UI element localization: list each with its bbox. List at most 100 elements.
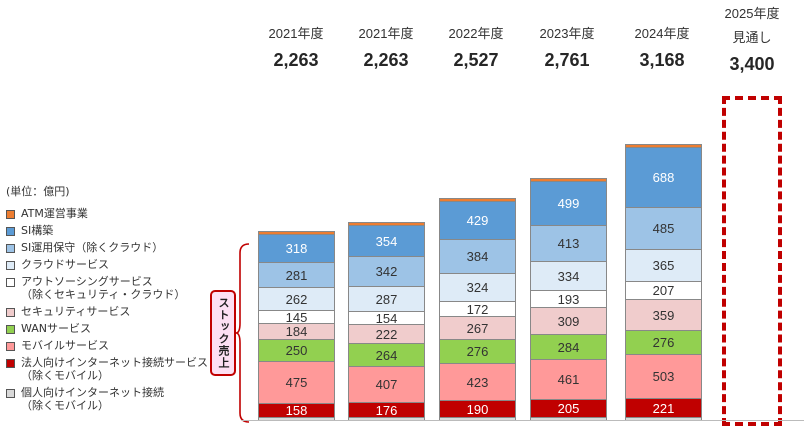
- bar-segment: 284: [531, 334, 606, 359]
- year-header: 2022年度 2,527: [431, 25, 521, 72]
- year-label: 2021年度: [268, 26, 324, 41]
- bar-segment: 342: [349, 256, 424, 286]
- bar-segment: 688: [626, 147, 701, 207]
- legend-label: セキュリティサービス: [21, 305, 131, 318]
- legend-item: 個人向けインターネット接続 （除くモバイル）: [6, 386, 208, 412]
- bar-segment: 276: [626, 330, 701, 354]
- year-label: 2022年度: [448, 26, 504, 41]
- legend-item: アウトソーシングサービス （除くセキュリティ・クラウド）: [6, 275, 208, 301]
- legend-label: SI運用保守（除くクラウド）: [21, 241, 164, 254]
- year-header: 2021年度 2,263: [341, 25, 431, 72]
- bar-segment: 281: [259, 262, 334, 287]
- bar-segment: [349, 417, 424, 420]
- legend-swatch-icon: [6, 210, 15, 219]
- bar-segment: 222: [349, 324, 424, 343]
- legend: ATM運営事業 SI構築 SI運用保守（除くクラウド） クラウドサービスアウトソーシン…: [6, 207, 208, 416]
- legend-item: ATM運営事業: [6, 207, 208, 220]
- legend-swatch-icon: [6, 389, 15, 398]
- year-label: 2021年度: [358, 26, 414, 41]
- legend-item: SI構築: [6, 224, 208, 237]
- bar-segment: 207: [626, 281, 701, 299]
- stacked-bar: 205 461 284 309 193 334 413 499: [530, 178, 607, 420]
- legend-swatch-icon: [6, 325, 15, 334]
- year-header: 2024年度 3,168: [617, 25, 707, 72]
- year-total: 2,263: [363, 50, 409, 70]
- bar-segment: 359: [626, 299, 701, 330]
- year-total: 2,263: [273, 50, 319, 70]
- bar-segment: 262: [259, 287, 334, 310]
- bar-segment: 193: [531, 290, 606, 307]
- forecast-2025-box: [722, 96, 782, 426]
- year-label: 2025年度: [724, 6, 780, 21]
- bar-segment: 423: [440, 363, 515, 400]
- stock-brace-icon: [236, 243, 250, 423]
- bar-segment: 267: [440, 316, 515, 339]
- legend-label: モバイルサービス: [21, 339, 109, 352]
- forecast-label: 見通し: [732, 30, 772, 45]
- legend-swatch-icon: [6, 308, 15, 317]
- bar-segment: 485: [626, 207, 701, 249]
- bar-segment: 154: [349, 311, 424, 325]
- bar-segment: 365: [626, 249, 701, 281]
- unit-label: (単位：億円): [6, 185, 70, 198]
- bar-segment: 324: [440, 273, 515, 301]
- bar-segment: 250: [259, 339, 334, 361]
- bar-segment: 334: [531, 261, 606, 290]
- bar-segment: 190: [440, 400, 515, 417]
- legend-label: 個人向けインターネット接続 （除くモバイル）: [21, 386, 164, 412]
- stacked-bar: 158 475 250 184 145 262 281 318: [258, 231, 335, 420]
- legend-item: 法人向けインターネット接続サービス （除くモバイル）: [6, 356, 208, 382]
- stacked-bar: 221 503 276 359 207 365 485 688: [625, 144, 702, 420]
- year-total: 2,527: [453, 50, 499, 70]
- year-label: 2024年度: [634, 26, 690, 41]
- year-header: 2025年度 見通し 3,400: [707, 5, 797, 76]
- bar-segment: [626, 417, 701, 420]
- bar-segment: [259, 231, 334, 234]
- stacked-bar: 190 423 276 267 172 324 384 429: [439, 198, 516, 420]
- legend-label: SI構築: [21, 224, 54, 237]
- legend-swatch-icon: [6, 244, 15, 253]
- bar-segment: [626, 144, 701, 147]
- bar-segment: 429: [440, 201, 515, 239]
- year-total: 3,168: [639, 50, 685, 70]
- legend-item: WANサービス: [6, 322, 208, 335]
- bar-segment: [349, 222, 424, 225]
- bar-segment: 309: [531, 307, 606, 334]
- bar-segment: 276: [440, 339, 515, 363]
- year-total: 2,761: [544, 50, 590, 70]
- bar-segment: 413: [531, 225, 606, 261]
- year-label: 2023年度: [539, 26, 595, 41]
- legend-swatch-icon: [6, 359, 15, 368]
- legend-label: 法人向けインターネット接続サービス （除くモバイル）: [21, 356, 208, 382]
- legend-item: SI運用保守（除くクラウド）: [6, 241, 208, 254]
- legend-swatch-icon: [6, 261, 15, 270]
- stacked-bar: 176 407 264 222 154 287 342 354: [348, 222, 425, 420]
- bar-segment: [531, 178, 606, 181]
- year-header: 2023年度 2,761: [522, 25, 612, 72]
- bar-segment: 407: [349, 366, 424, 402]
- legend-swatch-icon: [6, 342, 15, 351]
- stock-sales-label: ストック売上: [210, 290, 236, 376]
- legend-item: セキュリティサービス: [6, 305, 208, 318]
- legend-swatch-icon: [6, 227, 15, 236]
- bar-segment: 503: [626, 354, 701, 398]
- legend-item: モバイルサービス: [6, 339, 208, 352]
- bar-segment: [440, 198, 515, 201]
- bar-segment: 354: [349, 225, 424, 256]
- legend-label: WANサービス: [21, 322, 92, 335]
- legend-swatch-icon: [6, 278, 15, 287]
- bar-segment: 287: [349, 286, 424, 311]
- legend-label: クラウドサービス: [21, 258, 109, 271]
- bar-segment: 221: [626, 398, 701, 417]
- bar-segment: 145: [259, 310, 334, 324]
- bar-segment: 172: [440, 301, 515, 316]
- bar-segment: 176: [349, 402, 424, 417]
- bar-segment: [531, 417, 606, 420]
- legend-item: クラウドサービス: [6, 258, 208, 271]
- bar-segment: 499: [531, 181, 606, 225]
- bar-segment: 158: [259, 403, 334, 417]
- bar-segment: 318: [259, 234, 334, 262]
- legend-label: アウトソーシングサービス （除くセキュリティ・クラウド）: [21, 275, 186, 301]
- bar-segment: [259, 417, 334, 420]
- year-header: 2021年度 2,263: [251, 25, 341, 72]
